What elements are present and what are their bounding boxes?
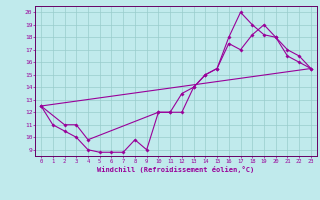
X-axis label: Windchill (Refroidissement éolien,°C): Windchill (Refroidissement éolien,°C) — [97, 166, 255, 173]
